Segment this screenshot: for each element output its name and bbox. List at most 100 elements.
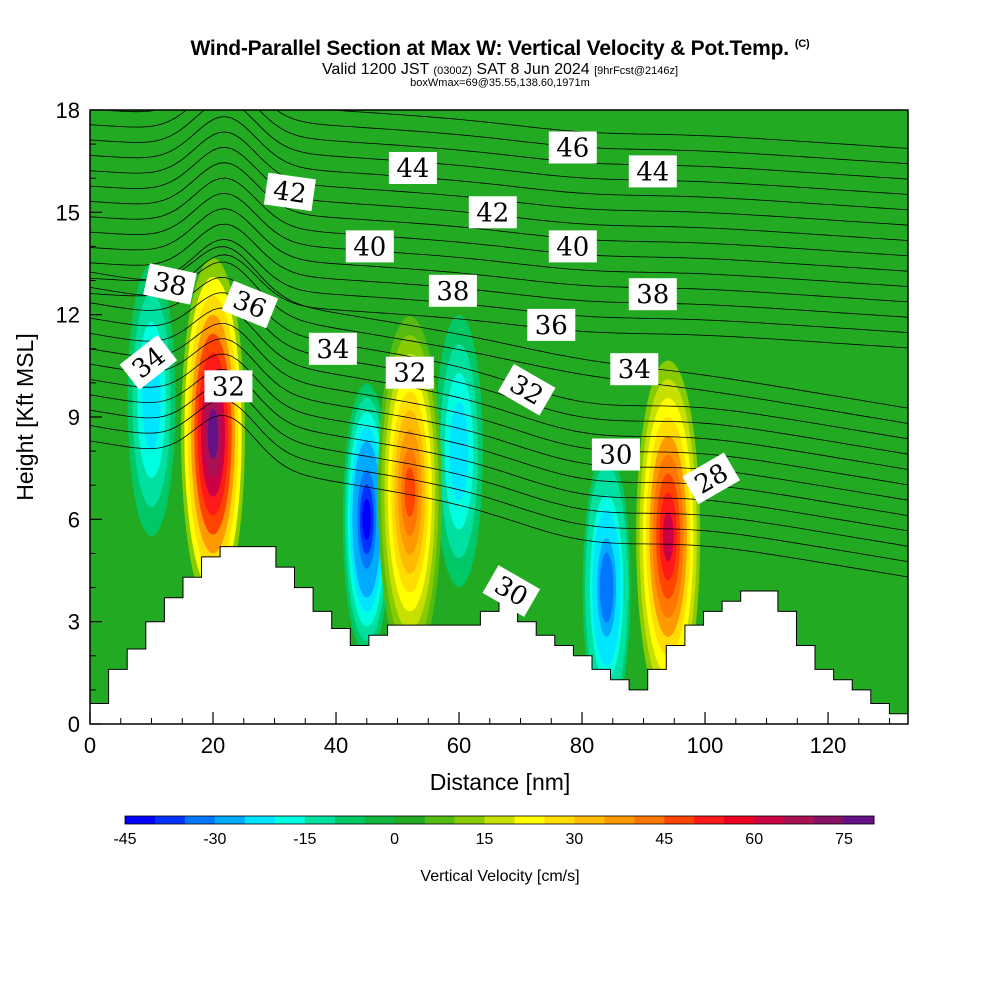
contour-label: 34 [308, 332, 357, 365]
contour-label-box [308, 332, 357, 365]
valid-utc: (0300Z) [433, 65, 472, 77]
theta-contour [90, 261, 908, 424]
theta-contour [90, 338, 908, 501]
colorbar: -45 -30 -15 0 15 30 45 60 75 [113, 815, 875, 848]
contour-label: 46 [548, 131, 597, 164]
contour-label-box [628, 155, 677, 188]
colorbar-swatch [304, 816, 336, 824]
colorbar-swatch [634, 816, 665, 824]
colorbar-swatch [604, 816, 635, 824]
x-tick-label: 40 [324, 733, 348, 758]
colorbar-frame [124, 815, 875, 825]
contour-label-text: 44 [396, 154, 429, 184]
colorbar-swatch [484, 816, 515, 824]
y-tick-label: 18 [56, 98, 80, 123]
contour-label-text: 38 [436, 277, 469, 307]
contour-label-box [482, 565, 541, 617]
contour-label: 40 [345, 230, 394, 263]
colorbar-tick-label: 75 [835, 831, 853, 848]
contour-label-text: 32 [212, 372, 245, 402]
contour-label-box [385, 356, 434, 389]
x-tick-label: 120 [810, 733, 847, 758]
colorbar-swatch [664, 816, 695, 824]
contour-label-box [204, 370, 253, 403]
contour-label-text: 46 [556, 134, 589, 164]
theta-contour [90, 369, 908, 532]
contour-label-text: 38 [636, 280, 669, 310]
contour-label: 36 [527, 308, 576, 341]
theta-contour [90, 162, 908, 257]
theta-contour [90, 223, 908, 318]
colorbar-tick-label: 0 [390, 831, 399, 848]
contour-label-box [428, 274, 477, 307]
colorbar-swatch [514, 816, 545, 824]
terrain [90, 546, 908, 724]
contour-label-box [591, 438, 640, 471]
x-axis-title: Distance [nm] [430, 769, 571, 795]
x-tick-label: 20 [201, 733, 225, 758]
contour-label-text: 40 [353, 232, 386, 262]
y-tick-label: 15 [56, 200, 80, 225]
contour-label-text: 44 [636, 157, 669, 187]
colorbar-swatch [214, 816, 246, 824]
downdraft-core [362, 498, 372, 540]
contour-label-box [345, 230, 394, 263]
contour-label-box [143, 263, 197, 305]
contour-label-text: 30 [599, 441, 632, 471]
colorbar-swatch [844, 816, 875, 824]
title-text: Wind-Parallel Section at Max W: Vertical… [190, 37, 790, 60]
theta-contour [90, 415, 908, 578]
downdraft-core [147, 379, 156, 421]
colorbar-swatch [274, 816, 306, 824]
contour-label: 32 [385, 356, 434, 389]
colorbar-swatch [754, 816, 785, 824]
colorbar-swatch [544, 816, 575, 824]
contour-label-text: 40 [556, 232, 589, 262]
theta-contour [90, 116, 908, 211]
colorbar-title: Vertical Velocity [cm/s] [420, 868, 579, 885]
colorbar-swatch [694, 816, 725, 824]
chart-subtitle: Valid 1200 JST (0300Z) SAT 8 Jun 2024 [9… [0, 61, 1000, 79]
contour-label: 34 [610, 353, 659, 386]
colorbar-swatch [724, 816, 755, 824]
colorbar-tick-label: 45 [655, 831, 673, 848]
colorbar-tick-label: 60 [745, 831, 763, 848]
theta-contour [90, 177, 908, 272]
colorbar-swatch [424, 816, 456, 824]
theta-contour [90, 110, 908, 180]
contour-label-box [610, 353, 659, 386]
forecast-info: [9hrFcst@2146z] [594, 65, 679, 77]
contour-label: 38 [428, 274, 477, 307]
colorbar-swatch [154, 816, 186, 824]
y-axis-title: Height [Kft MSL] [12, 333, 38, 500]
y-tick-label: 0 [68, 712, 80, 737]
chart-title: Wind-Parallel Section at Max W: Vertical… [0, 37, 1000, 61]
y-tick-label: 3 [68, 610, 80, 635]
colorbar-swatch [784, 816, 815, 824]
updraft-core [207, 409, 219, 459]
contour-label-text: 36 [535, 311, 568, 341]
theta-contour [90, 192, 908, 287]
box-info: boxWmax=69@35.55,138.60,1971m [410, 77, 590, 89]
x-tick-label: 80 [570, 733, 594, 758]
colorbar-tick-label: -30 [203, 831, 226, 848]
colorbar-swatch [454, 816, 486, 824]
potential-temperature-contours [90, 110, 908, 578]
downdraft-core [602, 567, 612, 608]
theta-contour [90, 276, 908, 440]
colorbar-swatch [244, 816, 276, 824]
colorbar-tick-label: 30 [566, 831, 584, 848]
colorbar-tick-label: 15 [476, 831, 494, 848]
theta-contour [90, 246, 908, 409]
contour-label: 32 [204, 370, 253, 403]
contour-label-box [468, 196, 517, 229]
contour-label-box [628, 278, 677, 311]
colorbar-tick-label: -45 [113, 831, 136, 848]
contour-label-text: 34 [316, 335, 349, 365]
theta-contour [94, 110, 908, 165]
updraft-core [662, 511, 674, 562]
theta-contour [90, 208, 908, 303]
contour-label-text: 42 [271, 176, 308, 210]
contour-label-box [388, 152, 437, 184]
